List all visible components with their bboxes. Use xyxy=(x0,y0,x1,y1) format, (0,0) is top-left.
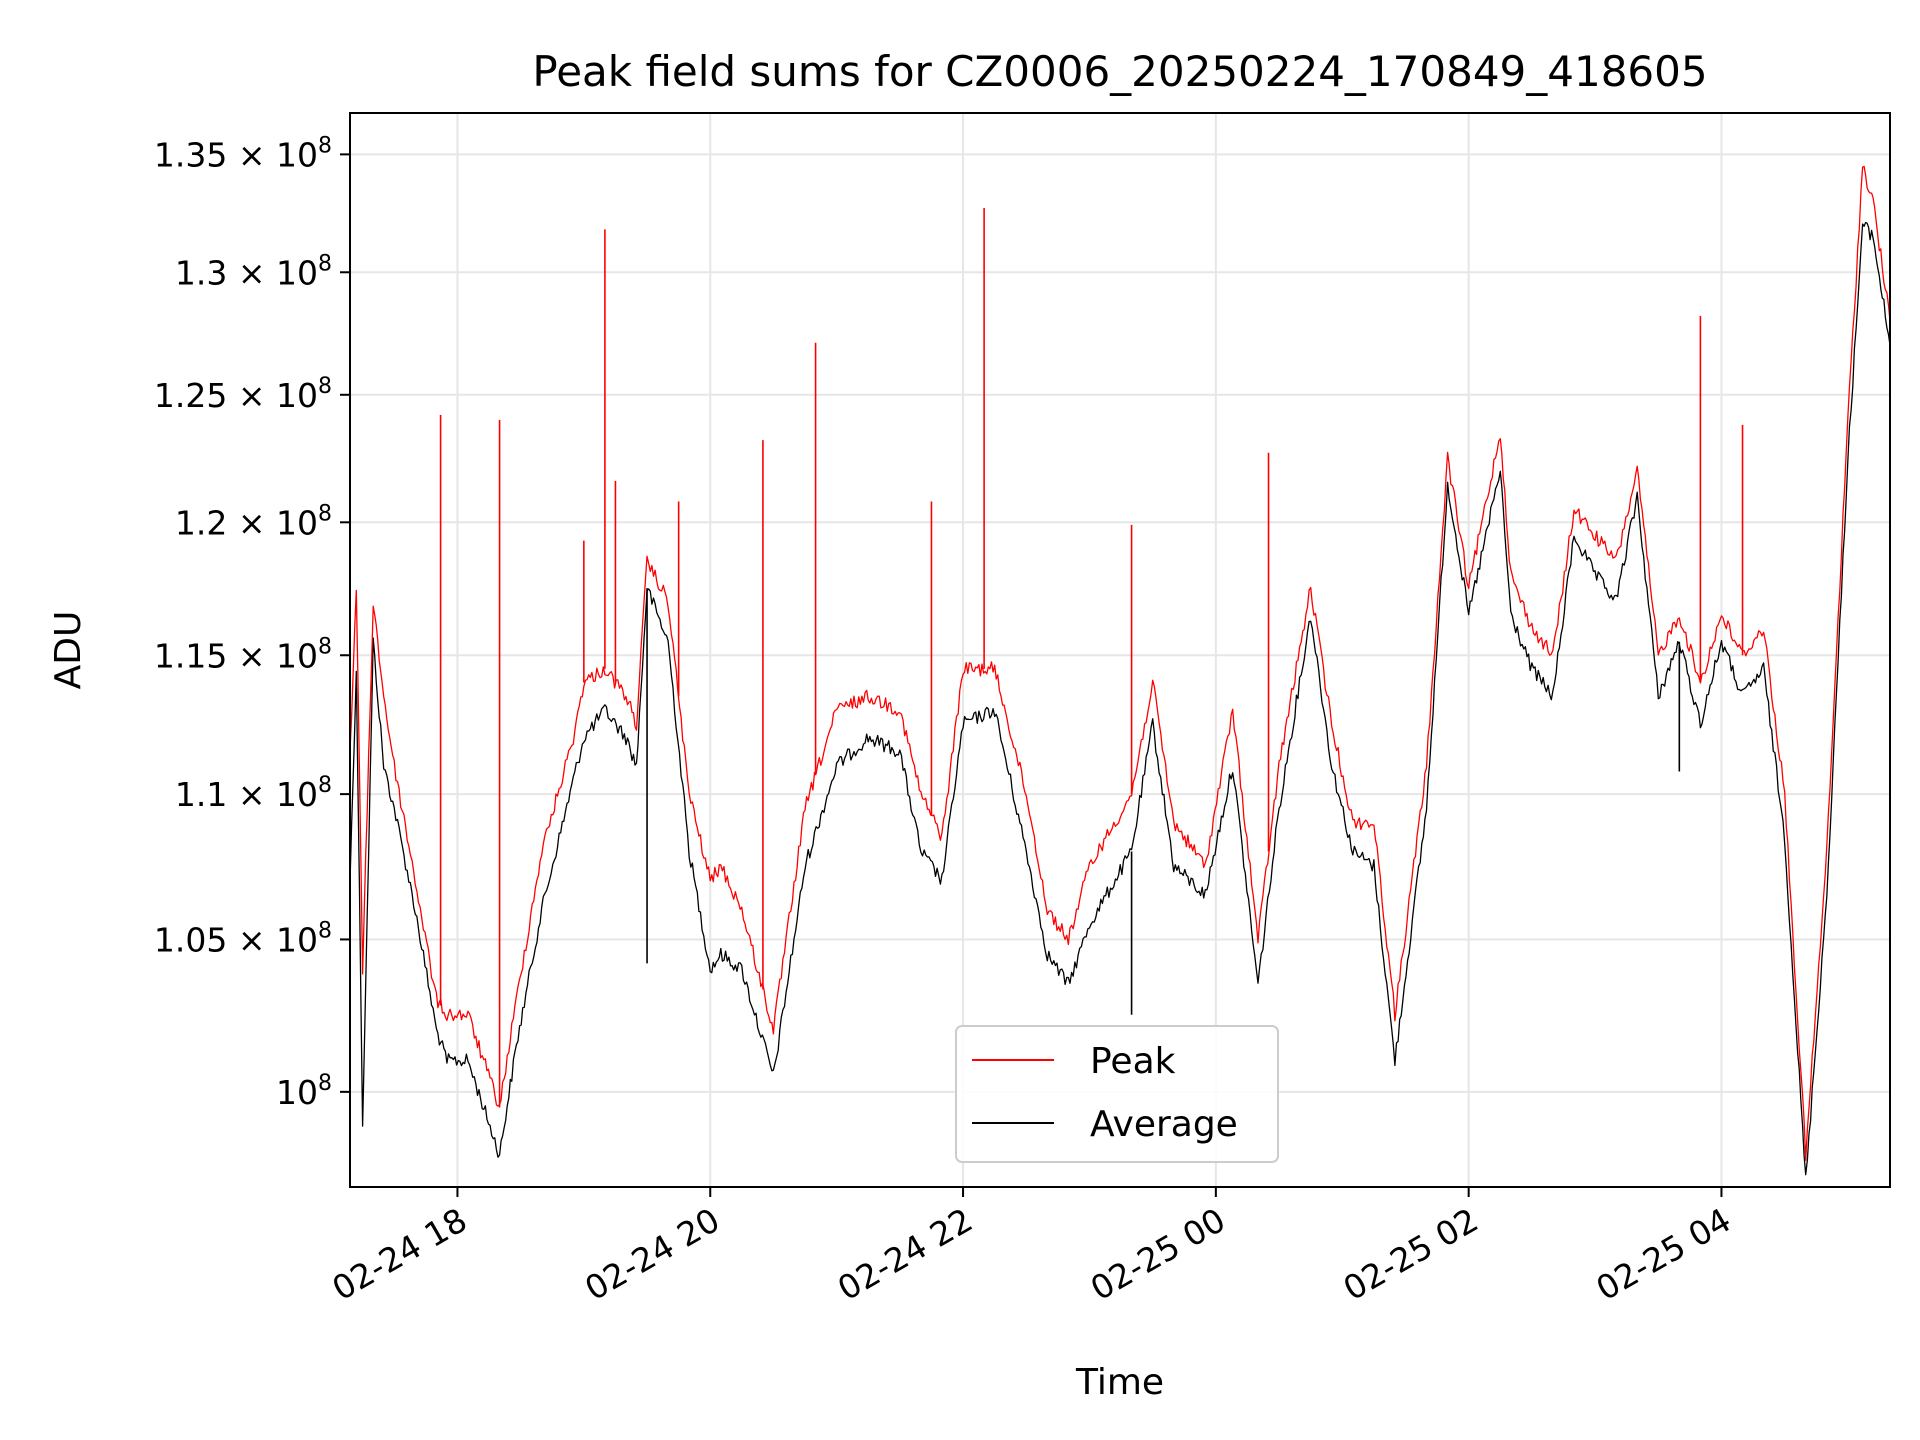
x-axis-label: Time xyxy=(1075,1362,1164,1403)
grid-lines xyxy=(350,113,1890,1187)
y-tick-label: 1.05 × 108 xyxy=(154,918,332,959)
y-tick-label: 108 xyxy=(276,1071,332,1112)
legend-label-peak: Peak xyxy=(1090,1041,1176,1082)
legend-label-average: Average xyxy=(1090,1104,1238,1145)
y-axis-label: ADU xyxy=(48,611,89,690)
y-tick-label: 1.3 × 108 xyxy=(175,251,332,292)
y-tick-label: 1.35 × 108 xyxy=(154,133,332,174)
series-line-average xyxy=(349,221,1891,1176)
chart-title: Peak field sums for CZ0006_20250224_1708… xyxy=(532,47,1707,96)
series-layer xyxy=(349,165,1891,1176)
plot-frame xyxy=(349,112,1891,1188)
y-tick-label: 1.25 × 108 xyxy=(154,374,332,415)
series-line-peak xyxy=(349,165,1891,1161)
y-tick-label: 1.2 × 108 xyxy=(175,501,332,542)
legend: Peak Average xyxy=(955,1025,1279,1163)
y-tick-label: 1.1 × 108 xyxy=(175,773,332,814)
y-axis: 108 1.05 × 108 1.1 × 108 1.15 × 108 1.2 × 10… xyxy=(154,133,350,1112)
y-tick-label: 1.15 × 108 xyxy=(154,634,332,675)
